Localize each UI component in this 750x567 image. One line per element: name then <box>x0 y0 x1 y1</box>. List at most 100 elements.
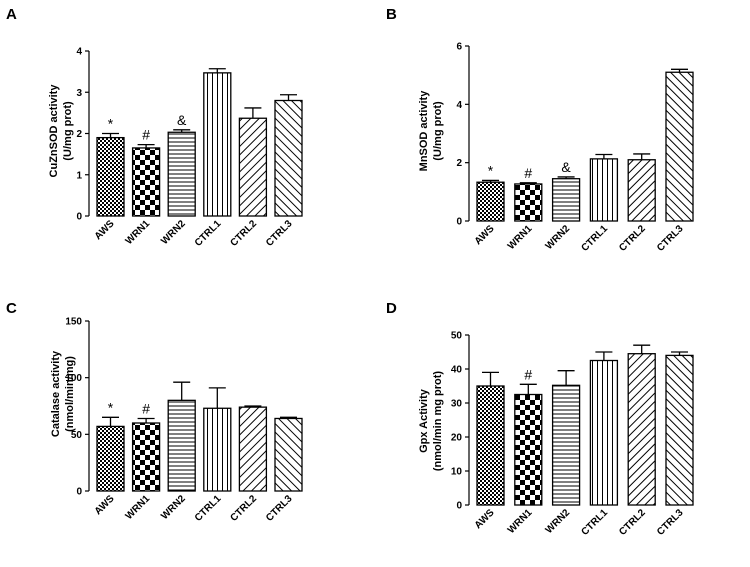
panel-d-plot: 0 10 20 30 40 50 AWS # WRN1 WRN2 CTRL1 CTRL2 CTRL3 <box>451 331 694 538</box>
panel-d-ylabel: Gpx Activity (nmol/min mg prot) <box>418 371 444 472</box>
panel-a-bar-wrn1 <box>131 147 161 217</box>
panel-d-category-label: CTRL1 <box>579 507 610 538</box>
panel-d-bar-wrn1 <box>514 393 543 506</box>
panel-d-y-tick-label: 50 <box>451 331 463 342</box>
panel-b-bar-wrn2 <box>551 178 581 222</box>
panel-a-y-tick-label: 4 <box>76 47 82 58</box>
panel-b-category-label: CTRL1 <box>579 223 610 254</box>
panel-d-category-label: CTRL2 <box>617 507 648 538</box>
panel-b-category-label: WRN1 <box>506 223 535 252</box>
panel-a-category-label: CTRL3 <box>264 218 295 249</box>
panel-d-category-label: WRN2 <box>544 507 573 536</box>
panel-b-category-label: CTRL3 <box>655 223 686 254</box>
panel-a-bar-ctrl1 <box>203 72 232 217</box>
panel-c-y-tick-label: 0 <box>76 487 82 498</box>
panel-c-ylabel-line2: (nmol/min/mg) <box>64 356 76 432</box>
panel-a-bar-ctrl3 <box>274 99 303 217</box>
panel-c-category-label: CTRL1 <box>193 493 224 524</box>
panel-b-annotation: & <box>561 159 571 175</box>
panel-d-category-label: WRN1 <box>506 507 535 536</box>
panel-a-category-label: CTRL2 <box>228 218 259 249</box>
panel-d-y-tick-label: 20 <box>451 433 463 444</box>
panel-a-annotation: & <box>177 112 187 128</box>
panel-d-y-tick-label: 40 <box>451 365 463 376</box>
panel-b-bar-ctrl2 <box>627 159 656 222</box>
panel-d-bar-ctrl3 <box>665 354 694 506</box>
panel-c-ylabel-line1: Catalase activity <box>50 350 62 437</box>
panel-c-bar-wrn2 <box>167 399 196 492</box>
panel-c-y-tick-label: 50 <box>71 430 83 441</box>
panel-c-category-label: CTRL3 <box>264 493 295 524</box>
panel-b-y-tick-label: 6 <box>456 42 462 53</box>
panel-a-bar-aws <box>96 136 125 217</box>
panel-a-letter: A <box>6 6 17 23</box>
panel-b-bar-wrn1 <box>514 183 543 222</box>
panel-a-y-tick-label: 0 <box>76 212 82 223</box>
panel-a-category-label: WRN1 <box>124 218 153 247</box>
panel-d-y-tick-label: 10 <box>451 467 463 478</box>
panel-b-category-label: WRN2 <box>544 223 573 252</box>
panel-d-y-tick-label: 0 <box>456 501 462 512</box>
panel-c: C Catalase activity (nmol/min/mg) 0 50 100… <box>6 300 303 524</box>
panel-b-ylabel-line1: MnSOD activity <box>418 90 430 172</box>
panel-c-bar-ctrl3 <box>274 417 303 492</box>
panel-c-y-tick-label: 100 <box>65 373 82 384</box>
panel-c-bar-ctrl1 <box>203 407 232 492</box>
panel-a-ylabel-line2: (U/mg prot) <box>62 101 74 161</box>
panel-b-ylabel: MnSOD activity (U/mg prot) <box>418 90 444 172</box>
panel-a-category-label: CTRL1 <box>193 218 224 249</box>
panel-c-category-label: CTRL2 <box>228 493 259 524</box>
panel-c-annotation: * <box>108 399 114 415</box>
panel-c-category-label: WRN2 <box>159 493 188 522</box>
panel-c-category-label: AWS <box>93 493 117 517</box>
panel-c-bar-ctrl2 <box>238 406 268 492</box>
panel-b-annotation: # <box>524 165 532 181</box>
panel-d-annotation: # <box>524 366 532 382</box>
panel-a-category-label: AWS <box>93 218 117 242</box>
panel-d-bar-ctrl2 <box>627 353 656 506</box>
panel-b: B MnSOD activity (U/mg prot) 0 2 4 6 * AWS # WR… <box>386 6 694 254</box>
panel-b-annotation: * <box>488 162 494 178</box>
panel-d-bar-aws <box>476 385 505 506</box>
panel-c-ylabel: Catalase activity (nmol/min/mg) <box>50 350 76 437</box>
panel-d-letter: D <box>386 300 397 317</box>
panel-a-annotation: # <box>142 127 150 143</box>
panel-a-bar-wrn2 <box>167 131 196 217</box>
panel-a-y-tick-label: 3 <box>76 88 82 99</box>
panel-d-bar-ctrl1 <box>589 359 619 506</box>
panel-a: A CuZnSOD activity (U/mg prot) 0 1 2 3 4 * AWS… <box>6 6 303 249</box>
panel-a-ylabel: CuZnSOD activity (U/mg prot) <box>48 84 74 178</box>
panel-d-category-label: AWS <box>473 507 497 531</box>
panel-d-ylabel-line1: Gpx Activity <box>418 388 430 453</box>
panel-b-category-label: CTRL2 <box>617 223 648 254</box>
panel-a-ylabel-line1: CuZnSOD activity <box>48 84 60 178</box>
panel-b-category-label: AWS <box>473 223 497 247</box>
panel-d-bar-wrn2 <box>551 384 581 506</box>
panel-c-letter: C <box>6 300 17 317</box>
panel-b-ylabel-line2: (U/mg prot) <box>432 101 444 161</box>
panel-a-plot: 0 1 2 3 4 * AWS # WRN1 & WRN2 CTRL1 CTRL2 CTRL3 <box>76 47 303 249</box>
panel-d: D Gpx Activity (nmol/min mg prot) 0 10 20 3… <box>386 300 694 538</box>
panel-b-y-tick-label: 2 <box>456 158 462 169</box>
panel-a-bar-ctrl2 <box>238 117 268 217</box>
panel-d-ylabel-line2: (nmol/min mg prot) <box>432 371 444 472</box>
panel-b-y-tick-label: 0 <box>456 217 462 228</box>
panel-a-annotation: * <box>108 116 114 132</box>
panel-a-category-label: WRN2 <box>159 218 188 247</box>
panel-c-bar-aws <box>96 425 125 492</box>
panel-b-bar-ctrl1 <box>589 158 619 222</box>
panel-c-annotation: # <box>142 400 150 416</box>
panel-b-letter: B <box>386 6 397 23</box>
panel-b-bar-ctrl3 <box>665 71 694 222</box>
panel-b-y-tick-label: 4 <box>456 100 462 111</box>
panel-c-category-label: WRN1 <box>124 493 153 522</box>
panel-d-category-label: CTRL3 <box>655 507 686 538</box>
panel-b-bar-aws <box>476 181 505 222</box>
panel-c-bar-wrn1 <box>131 422 161 492</box>
panel-a-y-tick-label: 2 <box>76 129 82 140</box>
panel-d-y-tick-label: 30 <box>451 399 463 410</box>
panel-c-y-tick-label: 150 <box>65 317 82 328</box>
panel-c-plot: 0 50 100 150 * AWS # WRN1 WRN2 CTRL1 CTRL2 CTRL3 <box>65 317 303 524</box>
panel-b-plot: 0 2 4 6 * AWS # WRN1 & WRN2 CTRL1 CTRL2 CTRL3 <box>456 42 694 254</box>
